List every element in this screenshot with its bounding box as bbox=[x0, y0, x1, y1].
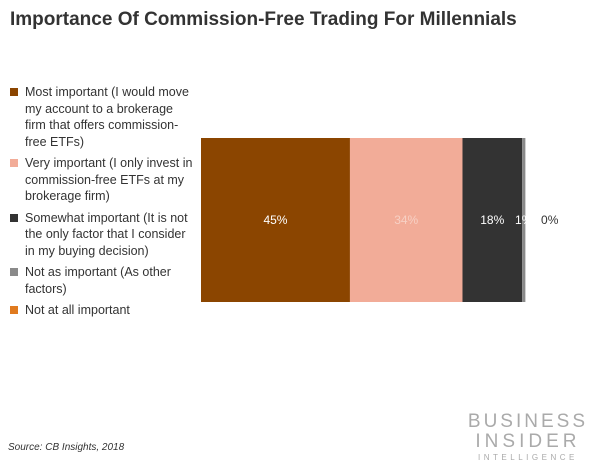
legend-item-most-important: Most important (I would move my account … bbox=[10, 84, 195, 150]
bar-segment bbox=[522, 138, 526, 302]
data-label: 18% bbox=[480, 213, 504, 227]
logo-line: INTELLIGENCE bbox=[478, 453, 578, 462]
logo-line: BUSINESS bbox=[467, 411, 588, 432]
legend-label: Very important (I only invest in commiss… bbox=[25, 156, 193, 203]
bar-segment bbox=[349, 138, 463, 302]
chart-title: Importance Of Commission-Free Trading Fo… bbox=[10, 9, 517, 30]
data-label: 45% bbox=[263, 213, 287, 227]
business-insider-logo: BUSINESS INSIDER INTELLIGENCE bbox=[468, 412, 588, 464]
legend: Most important (I would move my account … bbox=[10, 84, 195, 324]
data-label: 0% bbox=[541, 213, 559, 227]
legend-item-not-as-important: Not as important (As other factors) bbox=[10, 264, 195, 297]
data-label: 1% bbox=[515, 213, 533, 227]
legend-swatch bbox=[10, 306, 18, 314]
data-label: 34% bbox=[394, 213, 418, 227]
legend-label: Not as important (As other factors) bbox=[25, 265, 171, 296]
legend-swatch bbox=[10, 213, 18, 222]
legend-label: Most important (I would move my account … bbox=[25, 85, 189, 149]
legend-label: Somewhat important (It is not the only f… bbox=[25, 210, 188, 258]
legend-item-very-important: Very important (I only invest in commiss… bbox=[10, 155, 195, 205]
legend-item-not-at-all-important: Not at all important bbox=[10, 302, 195, 319]
bar-segment bbox=[462, 138, 523, 302]
legend-swatch bbox=[10, 159, 18, 167]
logo-line: INSIDER bbox=[475, 431, 581, 452]
bar-segment bbox=[201, 138, 350, 302]
source-note: Source: CB Insights, 2018 bbox=[8, 442, 125, 453]
legend-swatch bbox=[10, 268, 18, 276]
legend-swatch bbox=[10, 88, 18, 96]
legend-label: Not at all important bbox=[25, 303, 130, 317]
legend-item-somewhat-important: Somewhat important (It is not the only f… bbox=[10, 210, 195, 260]
